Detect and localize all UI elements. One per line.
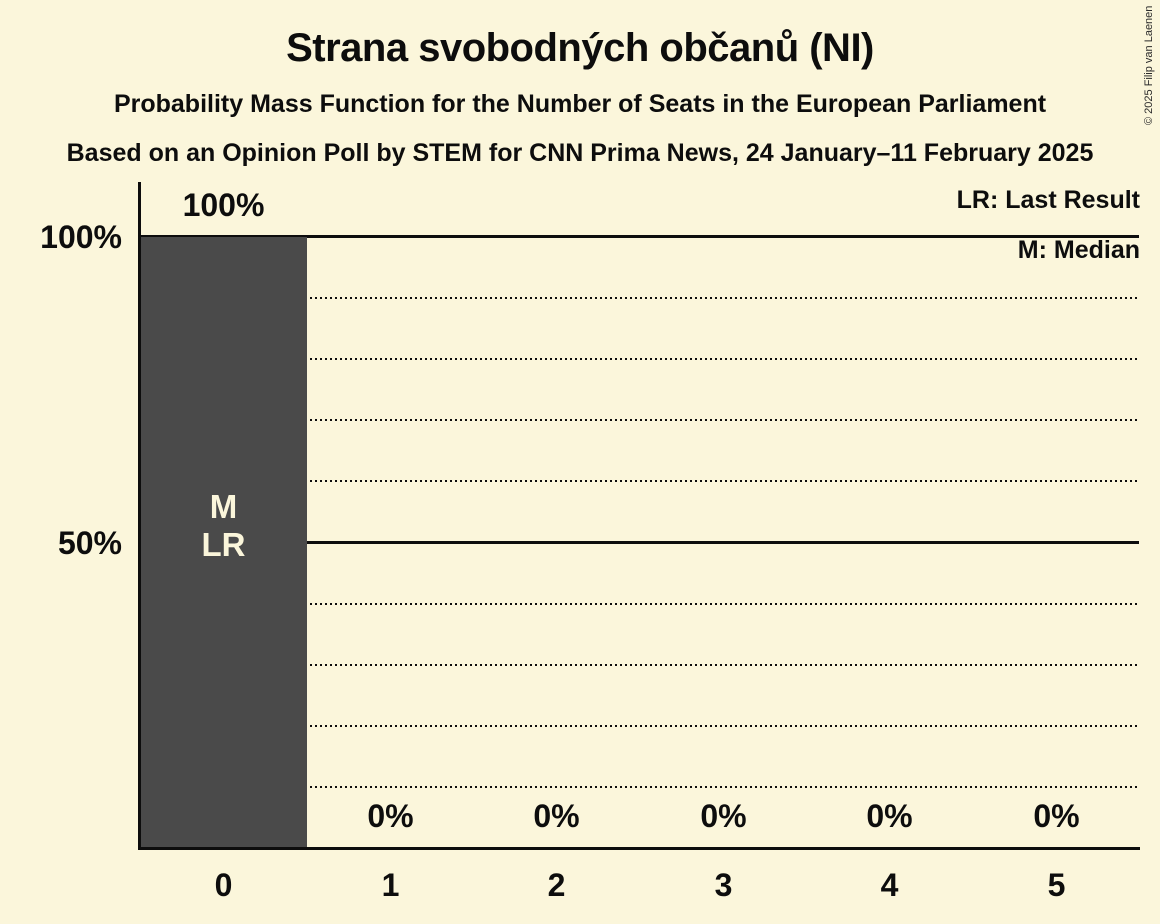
gridline-dotted-80pct xyxy=(140,358,1139,360)
last-result-marker-label: LR xyxy=(201,526,246,563)
x-tick-label-3: 3 xyxy=(714,867,733,903)
gridline-dotted-10pct xyxy=(140,786,1139,788)
gridline-dotted-30pct xyxy=(140,664,1139,666)
gridline-dotted-40pct xyxy=(140,603,1139,605)
legend-last-result-label: LR: Last Result xyxy=(956,186,1140,214)
y-tick-label-50pct: 50% xyxy=(57,525,122,561)
value-label-4: 0% xyxy=(866,798,913,834)
chart-source-line: Based on an Opinion Poll by STEM for CNN… xyxy=(66,139,1094,167)
value-label-0: 100% xyxy=(182,187,265,223)
y-tick-label-100pct: 100% xyxy=(40,219,122,255)
x-tick-label-4: 4 xyxy=(880,867,899,903)
value-label-5: 0% xyxy=(1033,798,1080,834)
chart-title: Strana svobodných občanů (NI) xyxy=(286,26,874,70)
value-label-3: 0% xyxy=(700,798,747,834)
x-axis-line xyxy=(138,847,1140,850)
legend-median-label: M: Median xyxy=(1017,236,1140,264)
median-marker-label: M xyxy=(209,488,238,525)
gridline-solid-100pct xyxy=(140,235,1139,238)
value-label-2: 0% xyxy=(533,798,580,834)
gridline-dotted-60pct xyxy=(140,480,1139,482)
gridline-dotted-20pct xyxy=(140,725,1139,727)
gridline-dotted-70pct xyxy=(140,419,1139,421)
x-tick-label-0: 0 xyxy=(214,867,233,903)
median-last-result-marker: M LR xyxy=(140,488,307,564)
seat-bar-0 xyxy=(140,237,307,848)
gridline-solid-50pct xyxy=(140,541,1139,544)
gridline-dotted-90pct xyxy=(140,297,1139,299)
chart-subtitle: Probability Mass Function for the Number… xyxy=(113,90,1047,118)
value-label-1: 0% xyxy=(367,798,414,834)
y-axis-line xyxy=(138,182,141,848)
x-tick-label-1: 1 xyxy=(381,867,400,903)
x-tick-label-5: 5 xyxy=(1047,867,1066,903)
x-tick-label-2: 2 xyxy=(547,867,566,903)
